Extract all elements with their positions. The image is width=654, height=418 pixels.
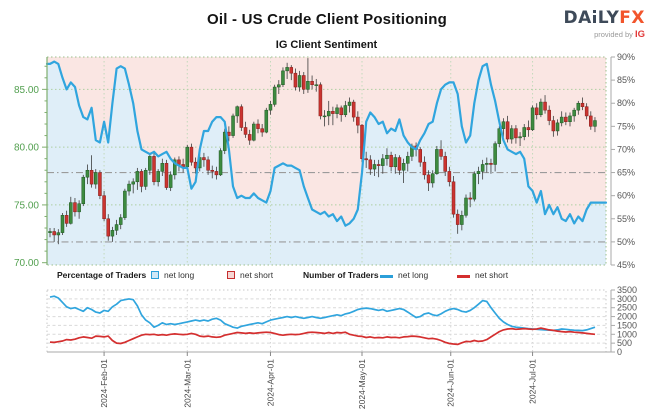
svg-text:500: 500 <box>617 338 632 348</box>
net-long-swatch-icon <box>151 271 159 279</box>
svg-text:90%: 90% <box>617 52 635 62</box>
svg-text:1000: 1000 <box>617 329 637 339</box>
ig-logo: IG <box>634 29 645 40</box>
net-short-line-icon <box>457 275 470 278</box>
svg-text:55%: 55% <box>617 214 635 224</box>
dailyfx-wordmark: DA LYFX <box>563 8 645 28</box>
svg-text:3500: 3500 <box>617 285 637 295</box>
page-title: Oil - US Crude Client Positioning <box>207 11 447 28</box>
svg-text:75%: 75% <box>617 121 635 131</box>
logo-i-glyph <box>593 10 597 23</box>
svg-text:2500: 2500 <box>617 303 637 313</box>
legend-net-short-count-label: net short <box>475 270 509 280</box>
legend-net-long-pct-label: net long <box>164 270 195 280</box>
svg-text:65%: 65% <box>617 168 635 178</box>
net-short-swatch-icon <box>227 271 235 279</box>
svg-text:80.00: 80.00 <box>14 143 39 154</box>
svg-text:2024-Apr-01: 2024-Apr-01 <box>265 359 275 407</box>
net-long-pct-line <box>45 60 608 227</box>
svg-text:80%: 80% <box>617 98 635 108</box>
svg-text:70%: 70% <box>617 144 635 154</box>
legend-count-group-label: Number of Traders <box>303 270 379 280</box>
x-axis: 2024-Feb-01 2024-Mar-01 2024-Apr-01 2024-Ma… <box>47 351 611 409</box>
svg-text:85%: 85% <box>617 75 635 85</box>
svg-text:85.00: 85.00 <box>14 85 39 96</box>
svg-text:2000: 2000 <box>617 312 637 322</box>
svg-text:50%: 50% <box>617 237 635 247</box>
svg-text:1500: 1500 <box>617 320 637 330</box>
svg-text:60%: 60% <box>617 191 635 201</box>
candles-layer <box>48 58 597 245</box>
legend-net-long-count-label: net long <box>398 270 429 280</box>
legend: Percentage of Traders net long net short… <box>0 267 654 285</box>
svg-text:70.00: 70.00 <box>14 258 39 269</box>
svg-text:0: 0 <box>617 347 622 357</box>
svg-text:3000: 3000 <box>617 294 637 304</box>
svg-text:45%: 45% <box>617 260 635 270</box>
svg-text:2024-Jul-01: 2024-Jul-01 <box>528 359 538 404</box>
svg-text:75.00: 75.00 <box>14 200 39 211</box>
svg-text:2024-Mar-01: 2024-Mar-01 <box>182 359 192 408</box>
main-axes: 85.00 80.00 75.00 70.00 90% 85% 80% 75% 70% 65% 60… <box>14 52 635 270</box>
svg-text:2024-Feb-01: 2024-Feb-01 <box>99 359 109 408</box>
svg-text:2024-Jun-01: 2024-Jun-01 <box>446 359 456 407</box>
legend-pct-group-label: Percentage of Traders <box>57 270 147 280</box>
provided-by-ig: provided by IG <box>594 29 645 40</box>
legend-net-short-pct-label: net short <box>240 270 274 280</box>
dailyfx-logo: DA LYFX provided by IG <box>563 10 645 40</box>
svg-text:2024-May-01: 2024-May-01 <box>357 359 367 409</box>
net-long-line-icon <box>380 275 393 278</box>
chart-subtitle: IG Client Sentiment <box>275 39 378 51</box>
